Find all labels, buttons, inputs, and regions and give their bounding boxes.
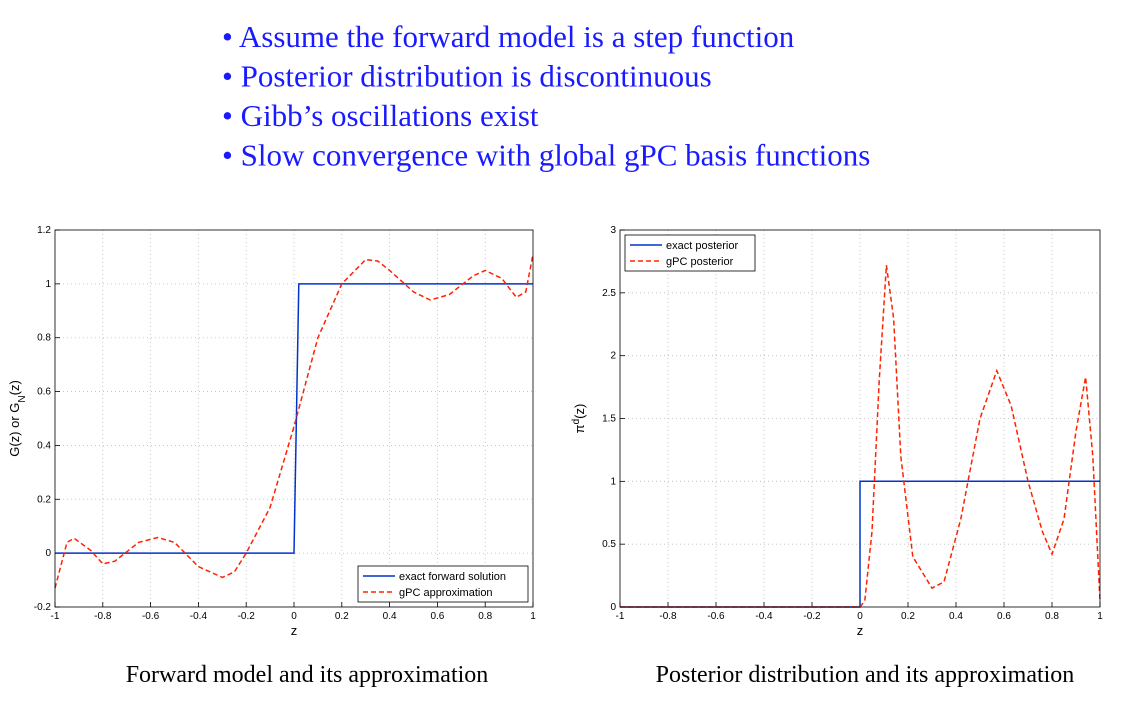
bullet: • Assume the forward model is a step fun… xyxy=(222,19,795,54)
y-axis-label-part: (z) xyxy=(7,380,22,395)
y-tick-label: 1.5 xyxy=(602,414,616,425)
axes-frame xyxy=(54,229,534,608)
x-tick-label: 0.8 xyxy=(478,611,492,622)
x-tick-label: 0.6 xyxy=(430,611,444,622)
y-tick-label: 0.8 xyxy=(37,333,51,344)
y-tick-label: -0.2 xyxy=(34,602,52,613)
x-tick-label: 0.2 xyxy=(335,611,349,622)
x-tick-label: -0.4 xyxy=(190,611,208,622)
bullet-dot: • xyxy=(222,59,241,94)
y-axis-label-part: G(z) or G xyxy=(7,403,22,457)
caption: Posterior distribution and its approxima… xyxy=(656,662,1075,688)
x-tick-label: -0.6 xyxy=(142,611,160,622)
legend-label: gPC approximation xyxy=(399,587,493,599)
legend-box xyxy=(357,565,529,603)
series-line xyxy=(55,283,533,554)
x-tick-label: -0.8 xyxy=(659,611,677,622)
x-tick-label: -0.4 xyxy=(755,611,773,622)
x-axis-label: z xyxy=(857,623,864,638)
x-tick-label: -0.8 xyxy=(94,611,112,622)
bullet: • Posterior distribution is discontinuou… xyxy=(222,59,712,94)
y-tick-label: 0.6 xyxy=(37,387,51,398)
x-tick-label: 1 xyxy=(530,611,536,622)
x-tick-label: 0 xyxy=(291,611,297,622)
bullet-text: Slow convergence with global gPC basis f… xyxy=(241,138,871,173)
x-tick-label: -0.2 xyxy=(238,611,256,622)
y-tick-label: 0.4 xyxy=(37,440,51,451)
series-line xyxy=(620,265,1101,608)
legend-box xyxy=(624,234,756,272)
axes-frame xyxy=(619,229,1101,608)
series-line xyxy=(54,254,534,589)
legend-label: exact posterior xyxy=(666,240,738,252)
legend-label: exact forward solution xyxy=(399,571,506,583)
y-axis-label: πd(z) xyxy=(571,404,588,434)
bullet: • Gibb’s oscillations exist xyxy=(222,98,539,133)
bullet-dot: • xyxy=(222,138,241,173)
y-axis-label-part: π xyxy=(572,424,587,433)
x-tick-label: 0.4 xyxy=(949,611,963,622)
y-tick-label: 2 xyxy=(610,351,616,362)
x-tick-label: -0.2 xyxy=(803,611,821,622)
bullet-dot: • xyxy=(222,98,241,133)
x-tick-label: 0 xyxy=(857,611,863,622)
x-tick-label: 0.8 xyxy=(1045,611,1059,622)
bullet-text: Gibb’s oscillations exist xyxy=(241,98,539,133)
x-axis-label: z xyxy=(291,623,298,638)
bullet: • Slow convergence with global gPC basis… xyxy=(222,138,870,173)
x-tick-label: 1 xyxy=(1097,611,1103,622)
x-tick-label: -0.6 xyxy=(707,611,725,622)
bullet-text: Assume the forward model is a step funct… xyxy=(239,19,795,54)
y-axis-label: G(z) or GN(z) xyxy=(7,380,28,457)
x-tick-label: -1 xyxy=(616,611,625,622)
y-tick-label: 2.5 xyxy=(602,288,616,299)
y-tick-label: 1 xyxy=(610,476,616,487)
y-tick-label: 3 xyxy=(610,225,616,236)
y-tick-label: 0 xyxy=(610,602,616,613)
y-axis-label-part: d xyxy=(571,419,582,425)
x-tick-label: -1 xyxy=(51,611,60,622)
y-tick-label: 0.5 xyxy=(602,539,616,550)
x-tick-label: 0.6 xyxy=(997,611,1011,622)
caption: Forward model and its approximation xyxy=(126,662,489,688)
x-tick-label: 0.2 xyxy=(901,611,915,622)
bullet-dot: • xyxy=(222,19,239,54)
y-tick-label: 0.2 xyxy=(37,494,51,505)
y-tick-label: 1 xyxy=(45,279,51,290)
y-axis-label-part: N xyxy=(17,395,28,402)
y-tick-label: 0 xyxy=(45,548,51,559)
legend-label: gPC posterior xyxy=(666,256,734,268)
y-tick-label: 1.2 xyxy=(37,225,51,236)
bullet-text: Posterior distribution is discontinuous xyxy=(241,59,712,94)
x-tick-label: 0.4 xyxy=(383,611,397,622)
y-axis-label-part: (z) xyxy=(572,404,587,419)
